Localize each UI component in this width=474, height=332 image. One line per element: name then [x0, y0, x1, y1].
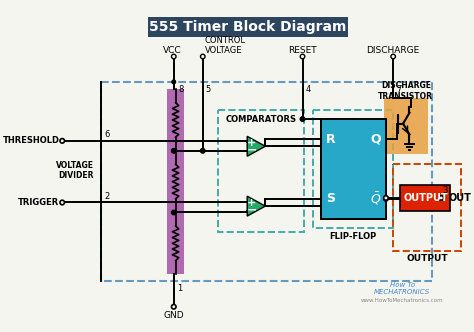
Circle shape — [172, 80, 175, 84]
Text: FLIP-FLOP: FLIP-FLOP — [329, 231, 377, 241]
Circle shape — [383, 197, 388, 201]
Polygon shape — [247, 136, 265, 156]
Text: TRIGGER: TRIGGER — [18, 198, 60, 207]
Circle shape — [60, 200, 64, 205]
Circle shape — [383, 196, 388, 200]
Text: CONTROL
VOLTAGE: CONTROL VOLTAGE — [205, 36, 246, 55]
Circle shape — [391, 54, 395, 59]
Text: S: S — [326, 192, 335, 206]
Text: −: − — [246, 204, 257, 216]
Text: OUTPUT: OUTPUT — [403, 193, 447, 203]
Text: 5: 5 — [206, 85, 211, 94]
Text: 4: 4 — [305, 85, 310, 94]
Text: OUTPUT: OUTPUT — [406, 254, 448, 263]
Text: R: R — [326, 132, 336, 145]
Bar — [101, 82, 432, 281]
Circle shape — [300, 117, 305, 121]
Text: 6: 6 — [104, 130, 109, 139]
Circle shape — [439, 196, 444, 200]
Bar — [218, 110, 304, 232]
Bar — [313, 110, 393, 228]
Text: THRESHOLD: THRESHOLD — [2, 136, 60, 145]
Text: −: − — [246, 144, 257, 157]
Text: Q: Q — [371, 132, 381, 145]
Circle shape — [201, 54, 205, 59]
Bar — [401, 185, 450, 210]
Circle shape — [60, 138, 64, 143]
Text: 555 Timer Block Diagram: 555 Timer Block Diagram — [149, 20, 347, 34]
Text: VOLTAGE
DIVIDER: VOLTAGE DIVIDER — [56, 161, 94, 181]
Bar — [384, 98, 428, 154]
Bar — [148, 17, 348, 37]
Bar — [167, 89, 184, 274]
Text: 1: 1 — [177, 284, 182, 293]
Circle shape — [172, 304, 176, 309]
Text: $\bar{Q}$: $\bar{Q}$ — [370, 191, 382, 207]
Text: www.HowToMechatronics.com: www.HowToMechatronics.com — [361, 298, 444, 303]
Text: GND: GND — [164, 311, 184, 320]
Polygon shape — [247, 196, 265, 216]
Circle shape — [172, 210, 176, 215]
Text: DISCHARGE
TRANSISTOR: DISCHARGE TRANSISTOR — [378, 81, 433, 101]
Text: OUT: OUT — [448, 193, 471, 203]
Circle shape — [172, 148, 176, 153]
Circle shape — [201, 148, 205, 153]
Text: RESET: RESET — [288, 46, 317, 55]
Text: 7: 7 — [396, 85, 401, 94]
Text: 8: 8 — [178, 85, 184, 94]
Bar — [320, 119, 386, 219]
Text: How To
MECHATRONICS: How To MECHATRONICS — [374, 282, 430, 295]
Text: +: + — [247, 198, 256, 208]
Text: 2: 2 — [104, 192, 109, 201]
Text: 3: 3 — [442, 186, 447, 195]
Circle shape — [172, 54, 176, 59]
Text: DISCHARGE: DISCHARGE — [366, 46, 420, 55]
Text: VCC: VCC — [163, 46, 181, 55]
Text: COMPARATORS: COMPARATORS — [226, 115, 297, 124]
Circle shape — [300, 54, 305, 59]
Text: +: + — [247, 138, 256, 148]
Bar — [393, 164, 461, 251]
